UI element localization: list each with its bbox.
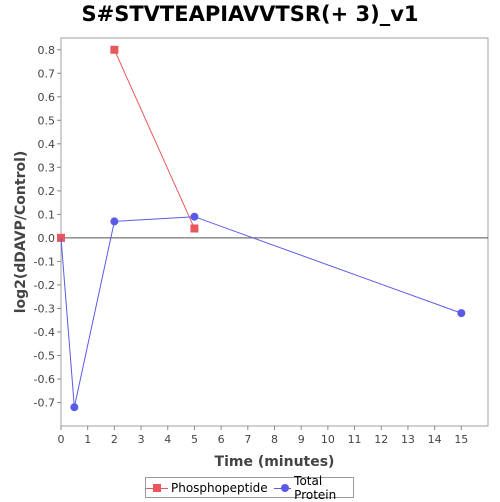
chart-title: S#STVTEAPIAVVTSR(+ 3)_v1 xyxy=(81,2,419,26)
y-tick-label: 0.4 xyxy=(38,138,56,151)
x-axis-title: Time (minutes) xyxy=(215,454,335,470)
legend: Phosphopeptide Total Protein xyxy=(145,474,354,502)
y-tick-label: 0.6 xyxy=(38,91,56,104)
x-tick-label: 13 xyxy=(401,433,415,446)
series-line-phosphopeptide xyxy=(113,49,195,229)
data-point-total-protein xyxy=(110,217,119,226)
x-tick-label: 0 xyxy=(58,433,65,446)
data-point-phosphopeptide xyxy=(110,45,119,54)
x-tick-label: 1 xyxy=(84,433,91,446)
y-tick-label: -0.1 xyxy=(34,255,55,268)
plot-frame xyxy=(60,37,489,427)
y-tick-label: -0.4 xyxy=(34,326,55,339)
y-tick-label: 0.8 xyxy=(38,44,56,57)
x-tick-label: 15 xyxy=(454,433,468,446)
phosphopeptide-swatch-icon xyxy=(146,482,168,494)
x-tick-label: 9 xyxy=(298,433,305,446)
x-tick-label: 14 xyxy=(428,433,442,446)
x-tick-label: 7 xyxy=(244,433,251,446)
y-tick-label: -0.6 xyxy=(34,373,55,386)
x-tick-label: 3 xyxy=(138,433,145,446)
y-axis-title: log2(dDAVP/Control) xyxy=(13,151,29,314)
y-tick-label: 0.3 xyxy=(38,161,56,174)
x-tick-label: 4 xyxy=(164,433,171,446)
data-point-phosphopeptide xyxy=(190,224,199,233)
x-tick-label: 8 xyxy=(271,433,278,446)
y-tick-label: -0.7 xyxy=(34,396,55,409)
data-point-total-protein xyxy=(457,309,466,318)
legend-label-phosphopeptide: Phosphopeptide xyxy=(171,480,268,495)
total-protein-swatch-icon xyxy=(273,482,292,494)
x-tick-label: 5 xyxy=(191,433,198,446)
legend-item-total-protein: Total Protein xyxy=(273,473,353,502)
y-tick-label: -0.2 xyxy=(34,279,55,292)
plot-area: 0.8 0.7 0.6 0.5 0.4 0.3 0.2 0.1 0.0 -0.1 -0.2 -0.3 -… xyxy=(13,37,489,470)
y-tick-label: 0.1 xyxy=(38,208,56,221)
x-tick-label: 11 xyxy=(348,433,362,446)
y-tick-label: 0.7 xyxy=(38,67,56,80)
x-tick-label: 12 xyxy=(374,433,388,446)
data-point-total-protein xyxy=(190,212,199,221)
x-tick-label: 6 xyxy=(218,433,225,446)
y-tick-label: 0.5 xyxy=(38,114,56,127)
y-tick-label: -0.5 xyxy=(34,349,55,362)
y-tick-label: -0.3 xyxy=(34,302,55,315)
legend-item-phosphopeptide: Phosphopeptide xyxy=(146,481,268,495)
y-tick-label: 0.0 xyxy=(38,232,56,245)
x-tick-label: 2 xyxy=(111,433,118,446)
x-tick-label: 10 xyxy=(321,433,335,446)
y-tick-label: 0.2 xyxy=(38,185,56,198)
legend-label-total-protein: Total Protein xyxy=(294,473,337,502)
data-point-total-protein xyxy=(70,403,79,412)
